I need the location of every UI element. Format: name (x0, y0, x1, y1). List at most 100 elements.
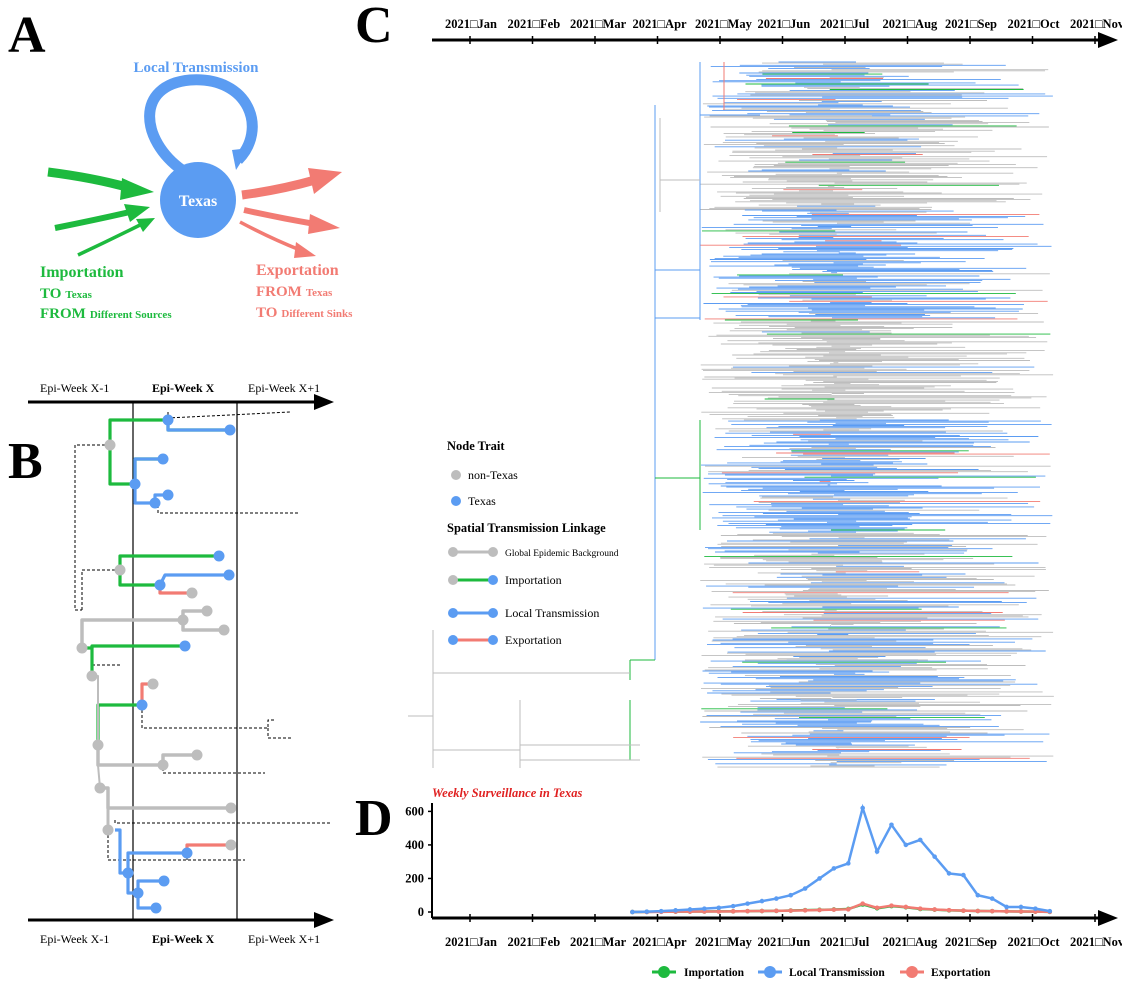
y-tick-label-0: 0 (418, 905, 424, 919)
tree-node (154, 579, 166, 591)
bottom-week-next: Epi-Week X+1 (248, 932, 320, 946)
tree-node (181, 847, 193, 859)
chart-legend-local: Local Transmission (789, 967, 885, 979)
series-1-point-26 (1004, 904, 1009, 910)
y-tick-label-1: 200 (405, 871, 424, 885)
panel-b: B Epi-Week X-1 Epi-Week X Epi-Week X+1 E… (8, 381, 334, 946)
tree-branch (92, 675, 99, 745)
series-2-point-16 (860, 901, 865, 906)
legend-exportation-label: Exportation (505, 633, 562, 647)
tree-node (224, 424, 236, 436)
tree-node (218, 624, 230, 636)
x-tick-label-4: 2021□May (695, 935, 753, 949)
series-1-point-6 (716, 905, 722, 911)
series-2-point-13 (817, 907, 822, 913)
x-tick-label-2: 2021□Mar (570, 935, 627, 949)
tree-node (177, 614, 189, 626)
panel-c: C 2021□Jan 2021□Feb 2021□Mar 2021□Apr 2021□M… (355, 0, 1122, 768)
series-1-point-28 (1033, 906, 1038, 911)
series-1-point-1 (644, 909, 650, 914)
bottom-week-current: Epi-Week X (152, 932, 215, 946)
tree-node (157, 759, 169, 771)
export-arrow-1 (241, 175, 317, 200)
tree-node (149, 497, 161, 509)
tree-node (225, 839, 237, 851)
series-1-point-19 (903, 842, 909, 848)
texas-node-label: Texas (179, 193, 218, 210)
series-line-2 (632, 902, 1050, 914)
tree-node (213, 550, 225, 562)
series-2-point-6 (716, 909, 722, 914)
tree-month-label-0: 2021□Jan (445, 17, 497, 31)
legend-node-trait-title: Node Trait (447, 439, 505, 453)
surveillance-title: Weekly Surveillance in Texas (432, 786, 582, 800)
series-2-point-15 (845, 907, 851, 912)
series-1-point-23 (961, 872, 966, 878)
tree-month-label-6: 2021□Jul (820, 17, 870, 31)
tree-node (186, 587, 198, 599)
tree-branch (181, 620, 224, 632)
series-2-point-24 (975, 908, 981, 914)
legend-texas-label: Texas (468, 494, 496, 508)
series-1-point-16 (860, 805, 865, 811)
exportation-title: Exportation (256, 262, 339, 279)
tree-node (122, 867, 134, 879)
series-1-point-3 (673, 908, 678, 913)
tree-node (136, 699, 148, 711)
tree-branch (167, 411, 291, 419)
series-lines (630, 803, 1053, 915)
series-1-point-11 (788, 892, 794, 898)
tree-node (162, 414, 174, 426)
x-ticks: 2021□Jan 2021□Feb 2021□Mar 2021□Apr 2021□May… (445, 914, 1122, 949)
tree-branch (80, 618, 183, 648)
legend-linkage-title: Spatial Transmission Linkage (447, 521, 606, 535)
tree-node (150, 902, 162, 914)
series-1-point-12 (802, 886, 808, 891)
panel-d: D Weekly Surveillance in Texas 0 200 400 60… (355, 786, 1122, 979)
import-arrow-2 (54, 209, 131, 231)
series-2-point-21 (932, 907, 937, 912)
x-tick-label-3: 2021□Apr (633, 935, 688, 949)
exportation-to-line: TO Different Sinks (256, 305, 353, 321)
phylogenetic-tree (408, 61, 1054, 768)
y-ticks: 0 200 400 600 (405, 804, 432, 919)
tree-branch (133, 457, 163, 484)
legend-local-transmission-label: Local Transmission (505, 606, 599, 620)
tree-branch (114, 820, 330, 824)
tree-node (129, 478, 141, 490)
series-1-point-29 (1047, 908, 1053, 914)
panel-a: A Local Transmission Texas Importation T… (8, 7, 353, 322)
x-tick-label-10: 2021□Nov (1070, 935, 1122, 949)
series-2-point-23 (961, 908, 966, 913)
local-transmission-label: Local Transmission (134, 60, 260, 76)
tree-month-label-9: 2021□Oct (1008, 17, 1061, 31)
tree-node (179, 640, 191, 652)
tree-month-label-8: 2021□Sep (945, 17, 997, 31)
tree-month-label-1: 2021□Feb (508, 17, 561, 31)
series-1-point-14 (831, 866, 837, 871)
tree-branch (267, 728, 292, 739)
series-2-point-17 (874, 905, 880, 911)
texas-node (160, 162, 236, 238)
tree-month-label-7: 2021□Aug (883, 17, 939, 31)
series-1-point-10 (774, 896, 779, 901)
legend-importation-label: Importation (505, 573, 562, 587)
importation-from-line: FROM Different Sources (40, 306, 172, 322)
series-2-point-20 (917, 906, 923, 911)
x-tick-label-7: 2021□Aug (883, 935, 939, 949)
tree-node (162, 489, 174, 501)
series-1-point-0 (630, 909, 635, 915)
tree-branch (96, 703, 142, 745)
tree-branch (118, 554, 219, 570)
tree-month-label-3: 2021□Apr (633, 17, 688, 31)
top-week-current: Epi-Week X (152, 381, 215, 395)
legend-texas-dot (451, 496, 461, 506)
importation-to-line: TO Texas (40, 286, 93, 302)
tree-node (102, 824, 114, 836)
series-1-point-7 (730, 903, 736, 909)
x-tick-label-9: 2021□Oct (1008, 935, 1061, 949)
tree-node (147, 678, 159, 690)
tree-month-label-10: 2021□Nov (1070, 17, 1122, 31)
series-1-point-21 (932, 854, 937, 859)
series-1-point-25 (989, 896, 995, 901)
